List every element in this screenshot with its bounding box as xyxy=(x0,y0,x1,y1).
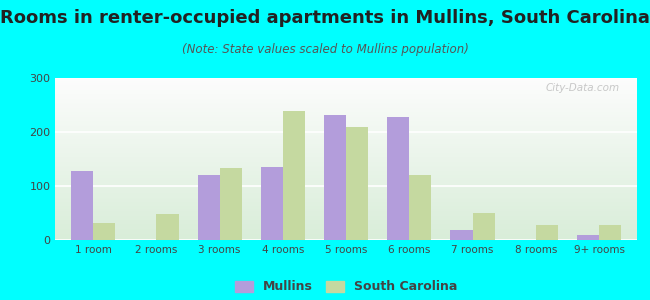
Bar xyxy=(577,235,599,240)
Bar xyxy=(157,214,179,240)
Bar xyxy=(473,213,495,240)
Bar xyxy=(324,115,346,240)
Bar xyxy=(599,225,621,240)
Bar xyxy=(93,223,115,240)
Bar xyxy=(536,225,558,240)
Bar xyxy=(450,230,473,240)
Text: City-Data.com: City-Data.com xyxy=(545,83,619,93)
Bar xyxy=(283,112,305,240)
Bar xyxy=(387,117,410,240)
Legend: Mullins, South Carolina: Mullins, South Carolina xyxy=(229,275,463,298)
Bar xyxy=(261,167,283,240)
Bar xyxy=(220,168,242,240)
Text: Rooms in renter-occupied apartments in Mullins, South Carolina: Rooms in renter-occupied apartments in M… xyxy=(0,9,650,27)
Bar xyxy=(346,127,369,240)
Text: (Note: State values scaled to Mullins population): (Note: State values scaled to Mullins po… xyxy=(181,44,469,56)
Bar xyxy=(71,171,93,240)
Bar xyxy=(198,175,220,240)
Bar xyxy=(410,175,432,240)
